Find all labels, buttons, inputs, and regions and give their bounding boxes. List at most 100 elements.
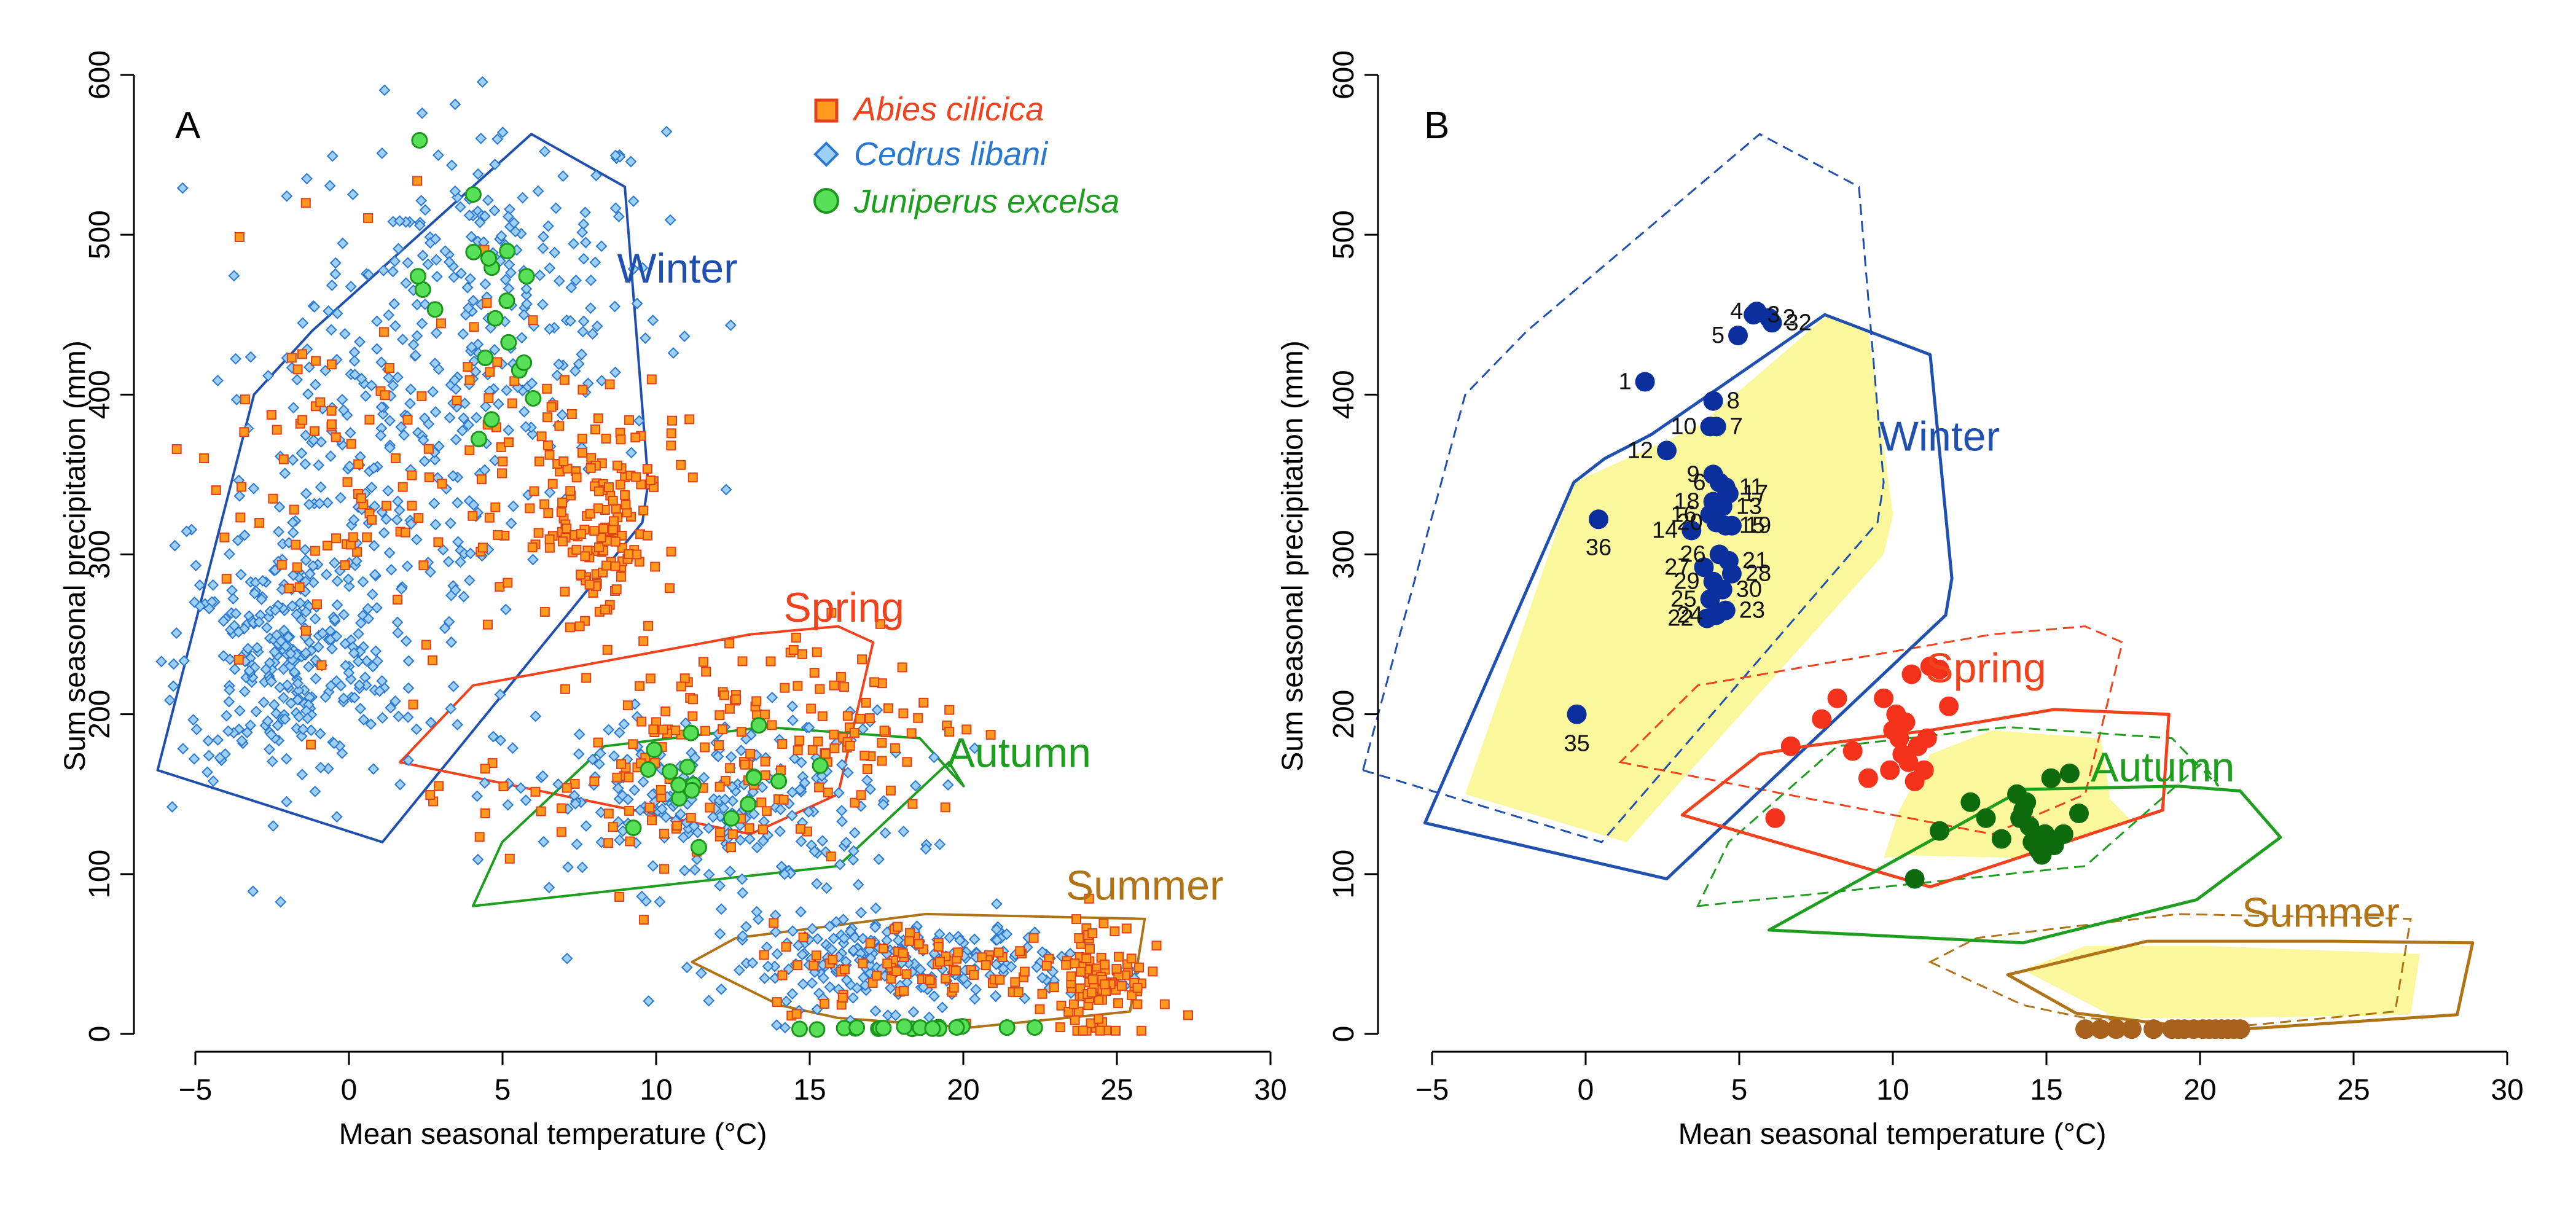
cedrus-point	[355, 617, 367, 629]
cedrus-point	[230, 394, 243, 405]
abies-point	[993, 947, 1004, 958]
autumn-site-point	[1960, 792, 1981, 812]
cedrus-point	[217, 650, 230, 662]
cedrus-point	[480, 401, 491, 413]
site-number-label: 35	[1564, 731, 1589, 757]
cedrus-point	[393, 243, 404, 255]
cedrus-point	[177, 743, 189, 755]
abies-point	[837, 993, 848, 1003]
abies-point	[836, 671, 846, 682]
cedrus-point	[689, 752, 701, 764]
cedrus-point	[836, 759, 848, 771]
abies-point	[715, 827, 726, 837]
cedrus-point	[589, 256, 601, 268]
summer-site-point	[2143, 1019, 2164, 1039]
cedrus-point	[315, 762, 327, 773]
abies-point	[904, 936, 914, 946]
cedrus-point	[688, 820, 700, 832]
abies-point	[1132, 983, 1143, 993]
cedrus-point	[285, 697, 297, 710]
cedrus-point	[221, 710, 233, 722]
season-label-autumn: Autumn	[947, 730, 1091, 777]
abies-point	[235, 512, 246, 523]
x-tick-label: 20	[2183, 1074, 2216, 1106]
abies-point	[610, 561, 621, 571]
abies-point	[239, 427, 249, 437]
abies-point	[839, 964, 850, 975]
abies-point	[727, 829, 738, 840]
cedrus-point	[238, 529, 251, 541]
abies-point	[577, 434, 587, 444]
abies-point	[326, 405, 337, 416]
y-tick-label: 200	[1328, 690, 1360, 739]
cedrus-point	[404, 397, 416, 410]
abies-point	[772, 997, 782, 1008]
abies-point	[780, 683, 790, 693]
cedrus-point	[357, 576, 369, 588]
cedrus-point	[770, 926, 781, 938]
cedrus-point	[428, 498, 440, 509]
y-tick-label: 600	[1328, 50, 1360, 100]
legend-item-abies: Abies cilicica	[814, 91, 1044, 128]
cedrus-point	[507, 500, 519, 512]
abies-point	[807, 745, 818, 755]
cedrus-point	[294, 597, 306, 609]
cedrus-point	[302, 388, 314, 400]
juniperus-point	[691, 839, 707, 856]
abies-point	[601, 560, 611, 571]
cedrus-point	[431, 270, 443, 283]
panel-b-points	[1567, 302, 2250, 1039]
cedrus-point	[715, 903, 727, 915]
cedrus-point	[297, 723, 309, 735]
cedrus-point	[167, 680, 179, 692]
abies-point	[821, 749, 831, 759]
cedrus-point	[561, 952, 573, 964]
cedrus-point	[806, 923, 818, 935]
abies-point	[542, 383, 552, 394]
cedrus-point	[299, 458, 311, 470]
abies-point	[616, 434, 626, 445]
legend-circle-marker	[813, 188, 839, 214]
cedrus-point	[942, 779, 954, 791]
cedrus-point	[329, 257, 342, 269]
cedrus-point	[309, 785, 321, 797]
cedrus-point	[579, 237, 592, 249]
site-number-label: 26	[1680, 542, 1705, 568]
panel-a-season-labels: Winter Spring Autumn Summer	[617, 245, 1223, 909]
x-tick-label: 0	[1578, 1074, 1594, 1106]
cedrus-point	[287, 526, 299, 539]
cedrus-point	[375, 401, 388, 413]
cedrus-point	[842, 767, 854, 779]
abies-point	[236, 482, 246, 492]
site-number-label: 18	[1674, 489, 1699, 515]
cedrus-point	[844, 925, 856, 937]
abies-point	[949, 982, 959, 993]
autumn-site-point	[2059, 763, 2080, 783]
site-number-label: 20	[1677, 510, 1702, 536]
cedrus-point	[207, 579, 219, 591]
juniperus-point	[640, 761, 657, 778]
abies-point	[436, 318, 446, 329]
cedrus-point	[466, 341, 478, 353]
cedrus-point	[890, 1009, 902, 1022]
cedrus-point	[331, 811, 343, 823]
cedrus-point	[636, 890, 648, 902]
abies-point	[793, 681, 803, 691]
cedrus-point	[256, 593, 268, 606]
cedrus-point	[377, 712, 388, 724]
abies-point	[767, 720, 777, 730]
abies-point	[424, 472, 434, 482]
cedrus-point	[445, 517, 456, 530]
abies-point	[452, 396, 462, 405]
abies-point	[297, 415, 308, 425]
x-tick-label: 10	[640, 1074, 672, 1106]
abies-point	[638, 505, 649, 515]
cedrus-point	[576, 226, 589, 238]
abies-point	[865, 938, 875, 949]
abies-point	[1127, 990, 1137, 1000]
cedrus-point	[587, 328, 599, 340]
abies-point	[829, 729, 839, 740]
cedrus-point	[352, 655, 364, 668]
cedrus-point	[190, 560, 202, 571]
cedrus-point	[456, 425, 468, 437]
